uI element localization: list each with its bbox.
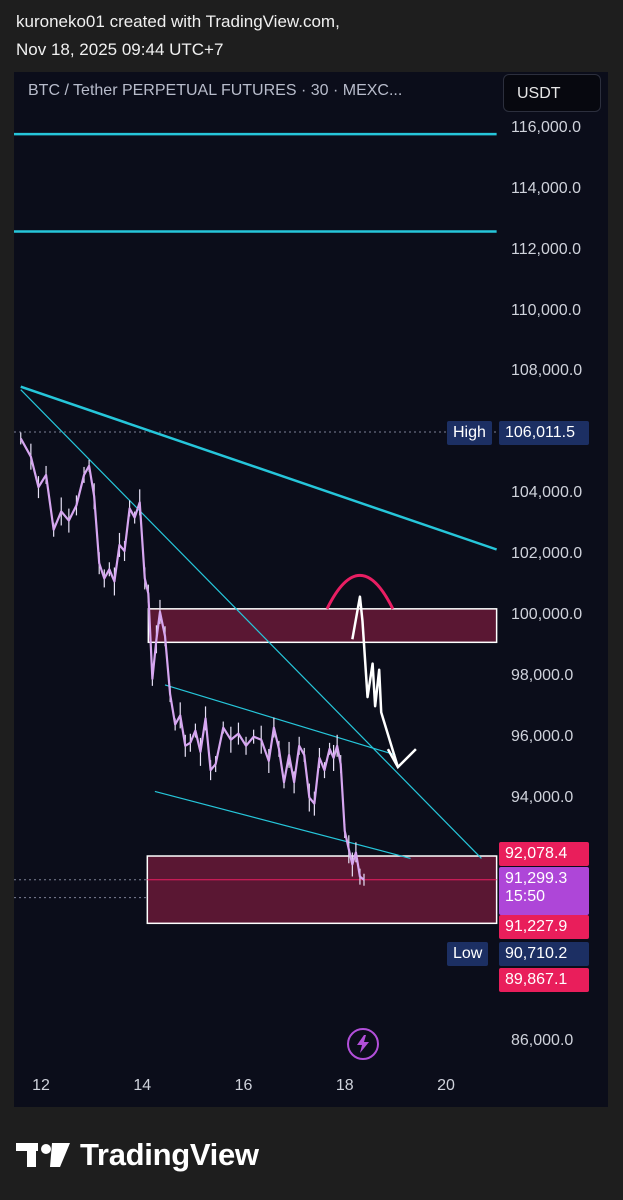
x-tick-label: 18: [335, 1077, 354, 1094]
chart-panel[interactable]: [14, 72, 608, 1107]
x-tick-label: 12: [32, 1077, 50, 1094]
trend-line: [154, 790, 411, 859]
y-tick-label: 96,000.0: [511, 727, 574, 745]
projection-arrowhead: [386, 748, 417, 770]
trend-line: [20, 385, 498, 551]
currency-button[interactable]: USDT: [503, 74, 601, 112]
supply-demand-zone: [146, 855, 498, 925]
y-tick-label: 110,000.0: [511, 301, 581, 319]
price-tag-value: 91,227.9: [505, 918, 568, 935]
price-tag-value: 89,867.1: [505, 971, 568, 988]
price-tag-value: 106,011.5: [505, 424, 575, 441]
price-tag-label: High: [447, 421, 492, 445]
y-tick-label: 102,000.0: [511, 545, 583, 563]
y-tick-label: 104,000.0: [511, 484, 583, 502]
tradingview-logo[interactable]: TradingView: [16, 1135, 259, 1175]
price-tag: 90,710.2: [499, 942, 589, 966]
symbol-title[interactable]: BTC / Tether PERPETUAL FUTURES · 30 · ME…: [28, 82, 403, 99]
y-tick-label: 94,000.0: [511, 788, 574, 806]
x-tick-label: 14: [133, 1077, 152, 1094]
price-tag: 106,011.5: [499, 421, 589, 445]
price-tag-value: 91,299.3: [505, 870, 568, 887]
x-tick-label: 16: [234, 1077, 253, 1094]
price-chart[interactable]: [14, 72, 608, 1107]
y-tick-label: 112,000.0: [511, 240, 581, 258]
price-tag: 91,299.3 15:50: [499, 867, 589, 915]
price-tag-value: 92,078.4: [505, 845, 568, 862]
price-tag-countdown: 15:50: [505, 888, 546, 905]
price-tag-label: Low: [447, 942, 489, 966]
timestamp-line: Nov 18, 2025 09:44 UTC+7: [16, 40, 224, 59]
y-tick-label: 114,000.0: [511, 179, 581, 197]
supply-demand-zone: [147, 608, 498, 644]
trend-line: [164, 684, 396, 756]
y-tick-label: 100,000.0: [511, 605, 583, 623]
price-tag: 89,867.1: [499, 968, 589, 992]
price-series-line: [19, 437, 365, 881]
y-tick-label: 98,000.0: [511, 666, 574, 684]
y-tick-label: 108,000.0: [511, 362, 583, 380]
lightning-bolt-icon[interactable]: [347, 1028, 379, 1060]
price-tag: 92,078.4: [499, 842, 589, 866]
author-line: kuroneko01 created with TradingView.com,: [16, 12, 340, 31]
price-tag-value: 90,710.2: [505, 945, 568, 962]
projection-arc: [325, 573, 395, 610]
y-tick-label: 86,000.0: [511, 1032, 574, 1049]
tradingview-brand: TradingView: [80, 1137, 259, 1172]
tradingview-logo-icon: [16, 1143, 70, 1167]
projection-path: [351, 595, 400, 768]
x-tick-label: 20: [437, 1077, 455, 1094]
price-tag: 91,227.9: [499, 915, 589, 939]
y-tick-label: 116,000.0: [511, 119, 581, 136]
trend-line: [20, 389, 482, 859]
